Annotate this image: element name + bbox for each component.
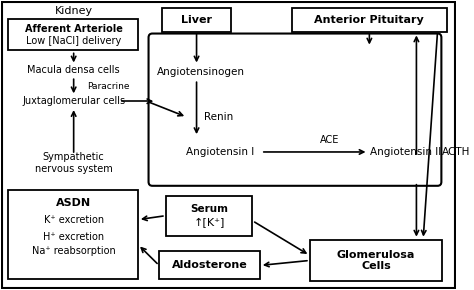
Text: Angiotensin I: Angiotensin I <box>186 147 254 157</box>
FancyBboxPatch shape <box>162 8 231 32</box>
Text: K⁺ excretion: K⁺ excretion <box>44 215 104 225</box>
Text: ACTH: ACTH <box>442 147 471 157</box>
Text: Juxtaglomerular cells: Juxtaglomerular cells <box>22 96 125 106</box>
FancyBboxPatch shape <box>292 8 447 32</box>
Text: ASDN: ASDN <box>56 198 91 208</box>
Text: Sympathetic
nervous system: Sympathetic nervous system <box>35 152 112 174</box>
Text: Na⁺ reabsorption: Na⁺ reabsorption <box>32 246 116 256</box>
Text: Afferent Arteriole: Afferent Arteriole <box>25 23 123 34</box>
Text: Macula densa cells: Macula densa cells <box>27 65 120 75</box>
FancyBboxPatch shape <box>1 2 455 288</box>
Text: Liver: Liver <box>181 14 212 25</box>
Text: Kidney: Kidney <box>55 6 93 16</box>
Text: Serum: Serum <box>190 204 228 214</box>
Text: Renin: Renin <box>204 112 234 122</box>
Text: Paracrine: Paracrine <box>87 82 129 91</box>
FancyBboxPatch shape <box>166 196 252 235</box>
Text: H⁺ excretion: H⁺ excretion <box>43 231 104 242</box>
Text: Angiotensinogen: Angiotensinogen <box>157 67 246 77</box>
Text: ↑[K⁺]: ↑[K⁺] <box>193 217 225 226</box>
Text: Low [NaCl] delivery: Low [NaCl] delivery <box>26 37 121 46</box>
Text: Aldosterone: Aldosterone <box>172 260 247 270</box>
FancyBboxPatch shape <box>148 34 441 186</box>
Text: Anterior Pituitary: Anterior Pituitary <box>314 14 424 25</box>
FancyBboxPatch shape <box>9 19 138 50</box>
Text: ACE: ACE <box>320 135 340 145</box>
Text: Glomerulosa
Cells: Glomerulosa Cells <box>337 250 415 271</box>
Text: Angiotensin II: Angiotensin II <box>370 147 442 157</box>
FancyBboxPatch shape <box>159 251 260 279</box>
FancyBboxPatch shape <box>310 240 442 281</box>
FancyBboxPatch shape <box>9 190 138 279</box>
